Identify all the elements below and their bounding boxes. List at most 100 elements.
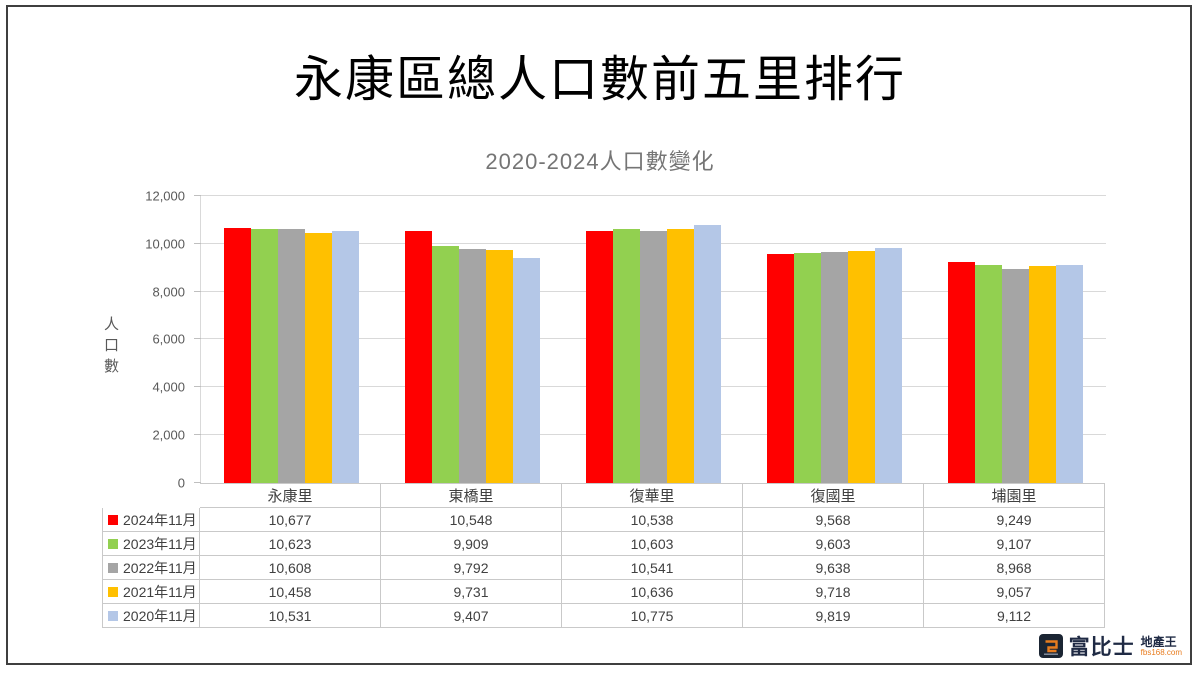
bar-group-埔園里 bbox=[925, 196, 1106, 483]
table-value-cell: 10,541 bbox=[562, 556, 743, 580]
axis-tick bbox=[194, 243, 201, 244]
y-axis-tick-label: 6,000 bbox=[152, 331, 185, 347]
bar bbox=[432, 246, 459, 483]
page-subtitle: 2020-2024人口數變化 bbox=[485, 149, 715, 174]
axis-tick bbox=[194, 482, 201, 483]
gridline bbox=[201, 195, 1106, 196]
bar-group-東橋里 bbox=[382, 196, 563, 483]
table-value-cell: 10,636 bbox=[562, 580, 743, 604]
y-axis-tick-label: 0 bbox=[177, 475, 185, 491]
bar bbox=[405, 231, 432, 483]
table-header-cell: 埔園里 bbox=[924, 483, 1105, 508]
legend-label: 2022年11月 bbox=[123, 559, 197, 576]
y-axis-tick-label: 10,000 bbox=[145, 236, 185, 252]
legend-swatch-icon bbox=[108, 538, 118, 549]
table-value-cell: 9,603 bbox=[743, 532, 924, 556]
table-value-cell: 9,112 bbox=[924, 604, 1105, 628]
legend-cell: 2021年11月 bbox=[102, 580, 200, 604]
table-value-cell: 10,531 bbox=[200, 604, 381, 628]
legend-swatch-icon bbox=[108, 610, 118, 621]
legend-swatch-icon bbox=[108, 514, 118, 525]
y-axis-tick-label: 12,000 bbox=[145, 188, 185, 204]
bar bbox=[767, 254, 794, 483]
fubisi-logo-icon bbox=[1038, 634, 1063, 658]
bar bbox=[821, 252, 848, 483]
table-value-cell: 10,775 bbox=[562, 604, 743, 628]
data-table: 永康里 東橋里 復華里 復國里 埔園里 2024年11月 10,677 10,548 10,53… bbox=[102, 483, 1105, 628]
bar-group-永康里 bbox=[201, 196, 382, 483]
axis-tick bbox=[194, 291, 201, 292]
page-title: 永康區總人口數前五里排行 bbox=[293, 53, 906, 107]
bar bbox=[694, 225, 721, 483]
table-value-cell: 9,249 bbox=[924, 508, 1105, 532]
bar-group-復國里 bbox=[744, 196, 925, 483]
legend-cell: 2023年11月 bbox=[102, 532, 200, 556]
bar bbox=[486, 250, 513, 483]
table-value-cell: 10,677 bbox=[200, 508, 381, 532]
bar-group-復華里 bbox=[563, 196, 744, 483]
bar bbox=[794, 253, 821, 483]
legend-cell: 2024年11月 bbox=[102, 508, 200, 532]
logo: 富比士 地產王 fbs168.com bbox=[1038, 631, 1182, 661]
bar bbox=[875, 248, 902, 483]
table-body: 2024年11月 10,677 10,548 10,538 9,568 9,249 2023… bbox=[102, 508, 1105, 628]
table-value-cell: 9,568 bbox=[743, 508, 924, 532]
table-row: 2023年11月 10,623 9,909 10,603 9,603 9,107 bbox=[102, 532, 1105, 556]
table-value-cell: 10,538 bbox=[562, 508, 743, 532]
bar bbox=[278, 229, 305, 483]
table-row: 2020年11月 10,531 9,407 10,775 9,819 9,112 bbox=[102, 604, 1105, 628]
table-value-cell: 9,638 bbox=[743, 556, 924, 580]
y-axis-tick-label: 2,000 bbox=[152, 427, 185, 443]
axis-tick bbox=[194, 338, 201, 339]
axis-tick bbox=[194, 195, 201, 196]
bar bbox=[1029, 266, 1056, 483]
bar bbox=[848, 251, 875, 483]
bar bbox=[513, 258, 540, 483]
table-value-cell: 9,792 bbox=[381, 556, 562, 580]
legend-label: 2023年11月 bbox=[123, 535, 197, 552]
y-axis-tick-labels: 0 2,000 4,000 6,000 8,000 10,000 12,000 bbox=[120, 189, 185, 491]
table-value-cell: 9,057 bbox=[924, 580, 1105, 604]
y-axis-title: 人口數 bbox=[102, 316, 119, 379]
table-value-cell: 8,968 bbox=[924, 556, 1105, 580]
bar bbox=[586, 231, 613, 483]
legend-cell: 2022年11月 bbox=[102, 556, 200, 580]
bar bbox=[975, 265, 1002, 483]
table-value-cell: 9,909 bbox=[381, 532, 562, 556]
axis-tick bbox=[194, 434, 201, 435]
legend-label: 2024年11月 bbox=[123, 511, 197, 528]
bar bbox=[613, 229, 640, 483]
bar bbox=[640, 231, 667, 483]
legend-cell: 2020年11月 bbox=[102, 604, 200, 628]
y-axis-tick-label: 8,000 bbox=[152, 284, 185, 300]
legend-label: 2020年11月 bbox=[123, 607, 197, 624]
table-header-cell: 東橋里 bbox=[381, 483, 562, 508]
table-header-cell: 永康里 bbox=[200, 483, 381, 508]
table-value-cell: 9,718 bbox=[743, 580, 924, 604]
table-row: 2021年11月 10,458 9,731 10,636 9,718 9,057 bbox=[102, 580, 1105, 604]
table-header-cell: 復國里 bbox=[743, 483, 924, 508]
table-row: 2022年11月 10,608 9,792 10,541 9,638 8,968 bbox=[102, 556, 1105, 580]
table-value-cell: 9,819 bbox=[743, 604, 924, 628]
table-corner-cell bbox=[102, 483, 200, 508]
bar bbox=[224, 228, 251, 483]
y-axis-tick-label: 4,000 bbox=[152, 379, 185, 395]
table-value-cell: 10,548 bbox=[381, 508, 562, 532]
legend-label: 2021年11月 bbox=[123, 583, 197, 600]
table-value-cell: 10,608 bbox=[200, 556, 381, 580]
legend-swatch-icon bbox=[108, 586, 118, 597]
bar bbox=[459, 249, 486, 483]
bar bbox=[305, 233, 332, 483]
legend-swatch-icon bbox=[108, 562, 118, 573]
table-value-cell: 10,623 bbox=[200, 532, 381, 556]
table-header-row: 永康里 東橋里 復華里 復國里 埔園里 bbox=[102, 483, 1105, 508]
bar bbox=[1002, 269, 1029, 483]
bar bbox=[332, 231, 359, 483]
logo-site-text: fbs168.com bbox=[1140, 647, 1182, 657]
table-value-cell: 10,458 bbox=[200, 580, 381, 604]
logo-tagline-text: 地產王 bbox=[1140, 634, 1177, 649]
bar bbox=[251, 229, 278, 483]
table-value-cell: 9,731 bbox=[381, 580, 562, 604]
axis-tick bbox=[194, 386, 201, 387]
bar bbox=[948, 262, 975, 483]
